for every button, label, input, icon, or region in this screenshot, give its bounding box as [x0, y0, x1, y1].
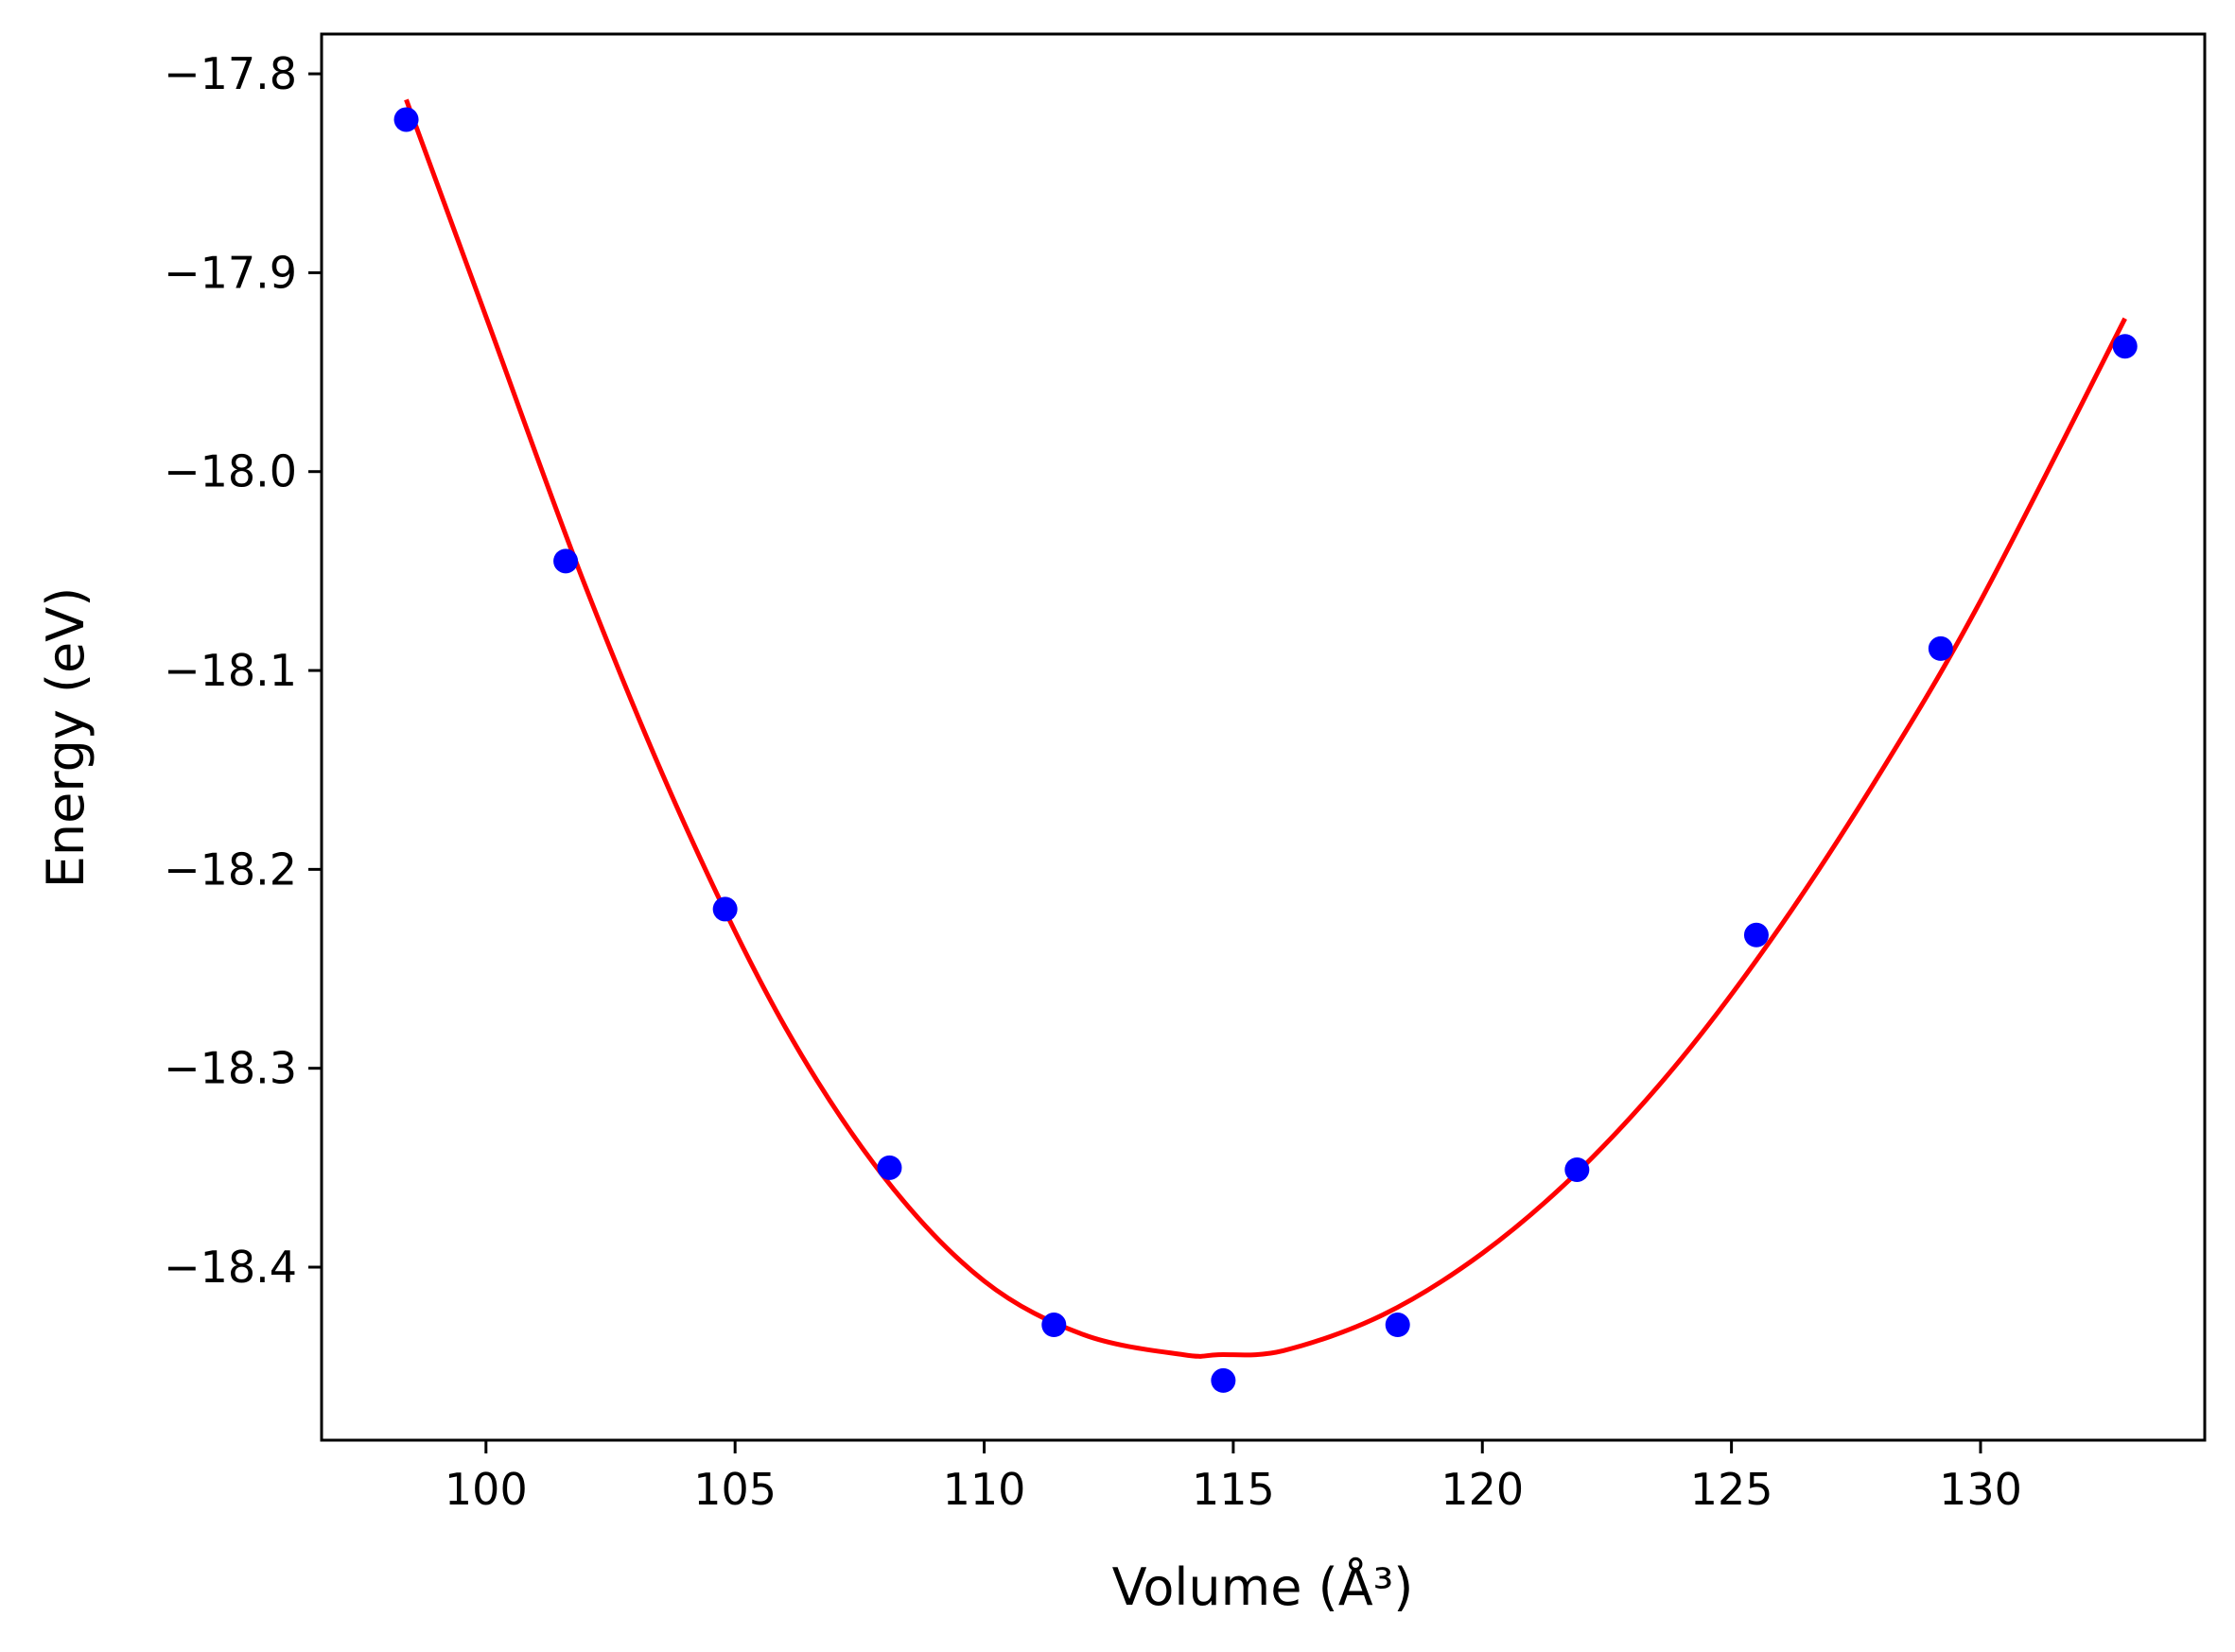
data-points-layer: [393, 107, 2138, 1393]
data-point: [553, 548, 579, 574]
x-axis-label: Volume (Å³): [1112, 1556, 1414, 1617]
y-tick-label: −18.0: [164, 446, 297, 497]
y-axis-label: Energy (eV): [36, 587, 96, 889]
data-point: [712, 896, 738, 922]
x-tick-label: 105: [693, 1464, 777, 1515]
x-tick-label: 125: [1690, 1464, 1773, 1515]
y-tick-label: −18.1: [164, 645, 297, 696]
y-tick-label: −17.8: [164, 48, 297, 99]
data-point: [393, 107, 419, 132]
x-tick-label: 130: [1939, 1464, 2022, 1515]
data-point: [1211, 1367, 1236, 1393]
fit-curve-layer: [404, 98, 2127, 1359]
x-tick-label: 115: [1192, 1464, 1275, 1515]
data-point: [1564, 1156, 1590, 1182]
x-axis-ticks: 100 105 110 115 120 125 130: [445, 1440, 2022, 1515]
x-tick-label: 120: [1441, 1464, 1524, 1515]
data-point: [1928, 635, 1953, 661]
y-tick-label: −18.3: [164, 1043, 297, 1094]
data-point: [877, 1155, 902, 1180]
y-tick-label: −18.4: [164, 1242, 297, 1293]
data-point: [1743, 922, 1769, 948]
plot-frame: [320, 32, 2207, 1442]
y-axis-ticks: −17.8 −17.9 −18.0 −18.1 −18.2 −18.3 −18.4: [164, 48, 322, 1293]
y-tick-label: −17.9: [164, 247, 297, 298]
x-tick-label: 100: [445, 1464, 528, 1515]
y-tick-label: −18.2: [164, 843, 297, 895]
data-point: [2112, 334, 2138, 359]
fit-curve-line: [404, 98, 2127, 1359]
x-tick-label: 110: [943, 1464, 1026, 1515]
data-point: [1041, 1313, 1067, 1338]
data-point: [1385, 1313, 1410, 1338]
